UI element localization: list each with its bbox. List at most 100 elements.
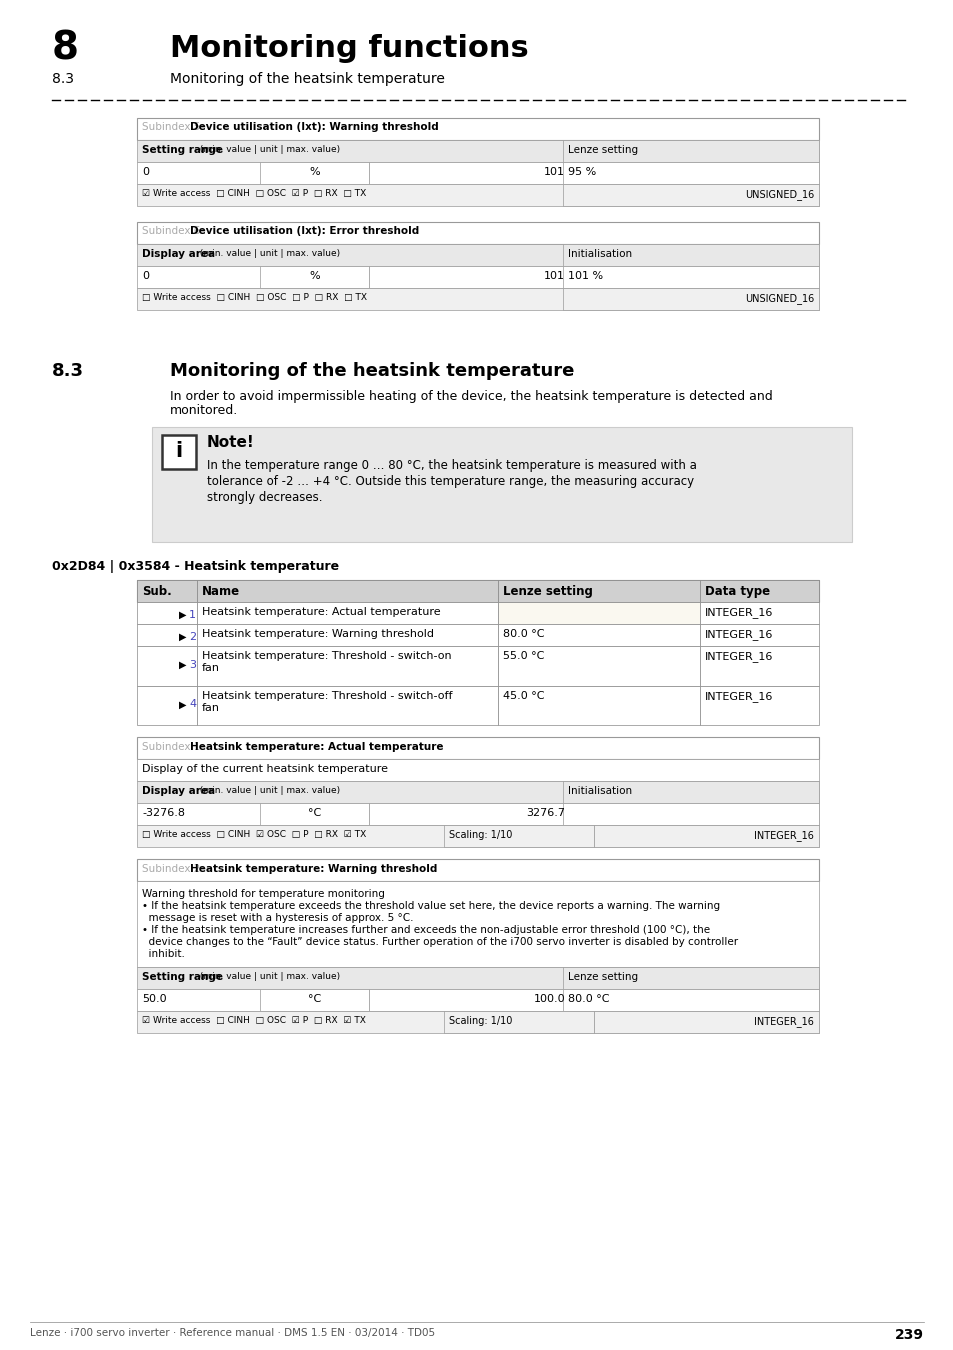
Text: Subindex 6:: Subindex 6:: [142, 225, 207, 236]
Text: -3276.8: -3276.8: [142, 809, 185, 818]
Bar: [369, 990, 570, 1011]
Bar: [137, 244, 818, 266]
Bar: [369, 162, 570, 184]
Text: %: %: [309, 167, 319, 177]
Bar: [594, 825, 818, 848]
Text: 95 %: 95 %: [568, 167, 596, 177]
Text: (min. value | unit | max. value): (min. value | unit | max. value): [196, 786, 340, 795]
Bar: [137, 803, 818, 825]
Bar: [443, 825, 594, 848]
Text: 0: 0: [142, 271, 149, 281]
Text: Lenze · i700 servo inverter · Reference manual · DMS 1.5 EN · 03/2014 · TD05: Lenze · i700 servo inverter · Reference …: [30, 1328, 435, 1338]
Text: 8: 8: [52, 30, 79, 68]
Text: tolerance of -2 … +4 °C. Outside this temperature range, the measuring accuracy: tolerance of -2 … +4 °C. Outside this te…: [207, 475, 694, 487]
Text: monitored.: monitored.: [170, 404, 238, 417]
Bar: [497, 686, 699, 725]
Text: 0x2D84 | 0x3584 - Heatsink temperature: 0x2D84 | 0x3584 - Heatsink temperature: [52, 560, 338, 572]
Text: In the temperature range 0 … 80 °C, the heatsink temperature is measured with a: In the temperature range 0 … 80 °C, the …: [207, 459, 696, 472]
Bar: [137, 580, 818, 602]
Text: INTEGER_16: INTEGER_16: [753, 1017, 813, 1027]
Bar: [562, 782, 818, 803]
Text: ▶: ▶: [179, 632, 187, 641]
Text: Heatsink temperature: Actual temperature: Heatsink temperature: Actual temperature: [190, 743, 443, 752]
Text: 55.0 °C: 55.0 °C: [503, 651, 544, 661]
Bar: [497, 580, 699, 602]
Text: In order to avoid impermissible heating of the device, the heatsink temperature : In order to avoid impermissible heating …: [170, 390, 772, 404]
Bar: [137, 1011, 818, 1033]
Bar: [137, 686, 197, 725]
Bar: [562, 140, 818, 162]
Text: Initialisation: Initialisation: [568, 248, 632, 259]
Text: Initialisation: Initialisation: [568, 786, 632, 796]
Bar: [137, 140, 818, 162]
Bar: [137, 288, 818, 311]
Text: %: %: [309, 271, 319, 281]
Text: Display of the current heatsink temperature: Display of the current heatsink temperat…: [142, 764, 388, 774]
Text: 2: 2: [189, 632, 196, 641]
Text: fan: fan: [202, 663, 220, 674]
Text: □ Write access  □ CINH  □ OSC  □ P  □ RX  □ TX: □ Write access □ CINH □ OSC □ P □ RX □ T…: [142, 293, 367, 302]
Text: 100.0: 100.0: [533, 994, 564, 1004]
Text: (min. value | unit | max. value): (min. value | unit | max. value): [196, 144, 340, 154]
Bar: [699, 647, 818, 686]
Bar: [137, 624, 197, 647]
Bar: [699, 624, 818, 647]
Text: 80.0 °C: 80.0 °C: [568, 994, 609, 1004]
Text: 239: 239: [894, 1328, 923, 1342]
Bar: [137, 602, 197, 624]
Bar: [562, 266, 818, 288]
Text: ▶: ▶: [179, 660, 187, 670]
Text: INTEGER_16: INTEGER_16: [753, 830, 813, 841]
Text: Display area: Display area: [142, 786, 214, 796]
Text: INTEGER_16: INTEGER_16: [704, 651, 772, 661]
Text: 8.3: 8.3: [52, 72, 74, 86]
Text: 3276.7: 3276.7: [525, 809, 564, 818]
Text: inhibit.: inhibit.: [142, 949, 185, 960]
Bar: [699, 580, 818, 602]
Text: Name: Name: [202, 585, 240, 598]
Text: 80.0 °C: 80.0 °C: [503, 629, 544, 639]
Text: Monitoring functions: Monitoring functions: [170, 34, 528, 63]
Text: UNSIGNED_16: UNSIGNED_16: [744, 293, 813, 304]
Text: 50.0: 50.0: [142, 994, 167, 1004]
Text: °C: °C: [308, 809, 320, 818]
Text: INTEGER_16: INTEGER_16: [704, 608, 772, 618]
Text: device changes to the “Fault” device status. Further operation of the i700 servo: device changes to the “Fault” device sta…: [142, 937, 738, 948]
Text: Scaling: 1/10: Scaling: 1/10: [449, 830, 512, 840]
Bar: [497, 602, 699, 624]
Text: Lenze setting: Lenze setting: [503, 585, 593, 598]
Text: INTEGER_16: INTEGER_16: [704, 691, 772, 702]
Text: Sub.: Sub.: [142, 585, 172, 598]
Text: Heatsink temperature: Threshold - switch-on: Heatsink temperature: Threshold - switch…: [202, 651, 451, 661]
Text: Monitoring of the heatsink temperature: Monitoring of the heatsink temperature: [170, 362, 574, 379]
Text: • If the heatsink temperature exceeds the threshold value set here, the device r: • If the heatsink temperature exceeds th…: [142, 902, 720, 911]
Text: Data type: Data type: [704, 585, 769, 598]
Text: Display area: Display area: [142, 248, 214, 259]
Bar: [137, 759, 818, 782]
Bar: [497, 647, 699, 686]
Text: ☑ Write access  □ CINH  □ OSC  ☑ P  □ RX  ☑ TX: ☑ Write access □ CINH □ OSC ☑ P □ RX ☑ T…: [142, 1017, 366, 1025]
Text: fan: fan: [202, 702, 220, 713]
Bar: [259, 990, 369, 1011]
Bar: [562, 990, 818, 1011]
Bar: [562, 162, 818, 184]
Bar: [197, 686, 497, 725]
Bar: [259, 162, 369, 184]
Bar: [137, 967, 818, 990]
Bar: [137, 117, 818, 140]
Bar: [162, 435, 195, 468]
Text: 45.0 °C: 45.0 °C: [503, 691, 544, 701]
Text: Heatsink temperature: Warning threshold: Heatsink temperature: Warning threshold: [202, 629, 434, 639]
Bar: [259, 803, 369, 825]
Text: (min. value | unit | max. value): (min. value | unit | max. value): [196, 248, 340, 258]
Bar: [137, 647, 197, 686]
Bar: [594, 1011, 818, 1033]
Text: Warning threshold for temperature monitoring: Warning threshold for temperature monito…: [142, 890, 384, 899]
Text: 8.3: 8.3: [52, 362, 84, 379]
Text: Heatsink temperature: Threshold - switch-off: Heatsink temperature: Threshold - switch…: [202, 691, 452, 701]
Text: 101 %: 101 %: [568, 271, 602, 281]
Text: Subindex 1:: Subindex 1:: [142, 743, 207, 752]
Text: 3: 3: [189, 660, 195, 670]
Bar: [259, 266, 369, 288]
Text: Setting range: Setting range: [142, 144, 223, 155]
